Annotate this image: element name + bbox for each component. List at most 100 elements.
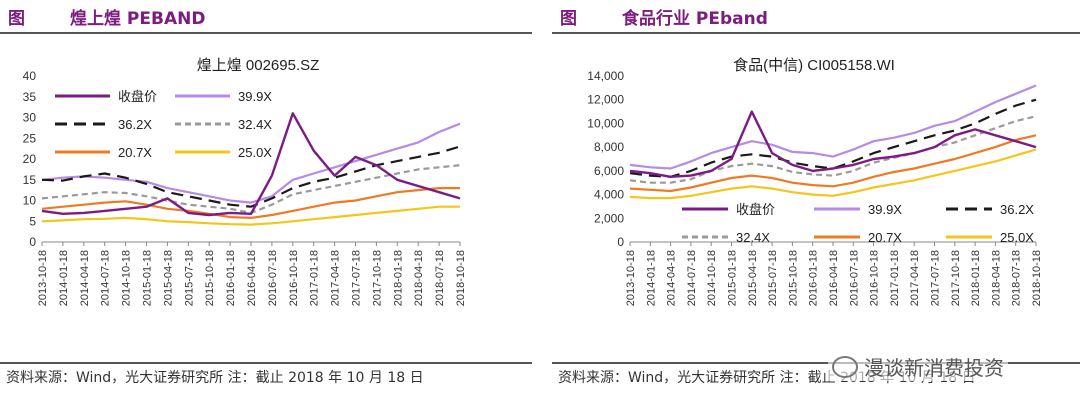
legend-label: 32.4X	[238, 117, 272, 132]
x-tick-label: 2015-04-18	[162, 250, 174, 306]
x-tick-label: 2016-07-18	[848, 250, 860, 306]
chart-2: 食品(中信) CI005158.WI 0 2,000 4,000 6,000 8,000 1…	[587, 57, 1043, 306]
x-tick-label: 2016-07-18	[267, 250, 279, 306]
x-tick-label: 2017-07-18	[351, 250, 363, 306]
x-tick-label: 2015-10-18	[787, 250, 799, 306]
x-tick-label: 2018-07-18	[434, 250, 446, 306]
legend-label: 39.9X	[238, 89, 272, 104]
series-line-pe4	[41, 187, 460, 219]
x-tick-label: 2017-10-18	[371, 250, 383, 306]
y-tick-label: 5	[29, 214, 36, 228]
y-tick-label: 10	[23, 194, 37, 208]
x-tick-label: 2015-01-18	[727, 250, 739, 306]
series-line-close	[41, 112, 461, 217]
legend-label: 20.7X	[868, 230, 902, 245]
legend-label: 36.2X	[1000, 202, 1034, 217]
legend-label: 20.7X	[118, 145, 152, 160]
x-tick-label: 2017-01-18	[889, 250, 901, 306]
bottom-rule	[0, 362, 532, 364]
x-tick-label: 2014-04-18	[79, 250, 91, 306]
series-line-pe5	[41, 205, 460, 226]
x-tick-label: 2016-01-18	[808, 250, 820, 306]
x-tick-label: 2014-01-18	[58, 250, 70, 306]
series-line-pe4	[629, 134, 1037, 193]
x-tick-label: 2016-10-18	[869, 250, 881, 306]
x-tick-label: 2014-01-18	[645, 250, 657, 306]
y-tick-label: 2,000	[594, 211, 624, 225]
x-tick-label: 2016-04-18	[828, 250, 840, 306]
y-tick-label: 6,000	[594, 164, 624, 178]
figure-title-2: 图 食品行业 PEband	[560, 4, 768, 29]
y-tick-label: 0	[617, 235, 624, 249]
chart-title: 煌上煌 002695.SZ	[197, 57, 320, 74]
figure-title-text: 食品行业 PEband	[622, 9, 768, 29]
figure-title-1: 图 煌上煌 PEBAND	[8, 4, 205, 29]
source-note-1: 资料来源：Wind，光大证券研究所 注：截止 2018 年 10 月 18 日	[6, 370, 424, 386]
x-tick-label: 2018-07-18	[1011, 250, 1023, 306]
x-tick-label: 2017-10-18	[950, 250, 962, 306]
y-tick-label: 0	[29, 235, 36, 249]
top-rule	[0, 32, 532, 34]
x-tick-label: 2015-01-18	[142, 250, 154, 306]
figure-panel-2: 图 食品行业 PEband 食品(中信) CI005158.WI 0 2,000 4,0…	[552, 0, 1080, 412]
legend-label: 收盘价	[118, 89, 157, 104]
y-tick-label: 35	[23, 90, 37, 104]
legend-label: 39.9X	[868, 202, 902, 217]
legend-label: 32.4X	[736, 230, 770, 245]
x-tick-label: 2014-10-18	[706, 250, 718, 306]
chart-1: 煌上煌 002695.SZ 0 5 10 15 20 25 30 35 40 2013-10-18 2…	[23, 57, 467, 306]
x-tick-label: 2015-10-18	[204, 250, 216, 306]
y-tick-label: 15	[23, 173, 37, 187]
x-tick-label: 2017-04-18	[909, 250, 921, 306]
x-tick-label: 2016-04-18	[246, 250, 258, 306]
legend-label: 36.2X	[118, 117, 152, 132]
x-tick-label: 2017-01-18	[309, 250, 321, 306]
wechat-icon	[832, 355, 858, 378]
series-line-pe3	[629, 115, 1037, 184]
x-tick-label: 2018-04-18	[990, 250, 1002, 306]
series-line-pe2	[41, 145, 461, 208]
x-tick-label: 2013-10-18	[37, 250, 49, 306]
x-tick-label: 2014-10-18	[121, 250, 133, 306]
watermark-text: 漫谈新消费投资	[864, 356, 1004, 380]
figure-label: 图	[560, 9, 577, 29]
x-tick-label: 2015-07-18	[183, 250, 195, 306]
y-tick-label: 30	[23, 111, 37, 125]
y-tick-label: 40	[23, 69, 37, 83]
y-tick-label: 14,000	[587, 69, 624, 83]
x-tick-label: 2014-07-18	[100, 250, 112, 306]
watermark: 漫谈新消费投资	[828, 352, 1008, 381]
y-tick-label: 25	[23, 131, 37, 145]
y-tick-label: 20	[23, 152, 37, 166]
x-tick-label: 2018-10-18	[455, 250, 467, 306]
series-line-pe2	[629, 98, 1037, 178]
x-tick-label: 2018-01-18	[970, 250, 982, 306]
figure-panel-1: 图 煌上煌 PEBAND 煌上煌 002695.SZ 0 5 10 15 20 25 30 35 4…	[0, 0, 532, 412]
y-tick-label: 12,000	[587, 93, 624, 107]
y-tick-label: 4,000	[594, 188, 624, 202]
legend-label: 25.0X	[238, 145, 272, 160]
y-tick-label: 10,000	[587, 116, 624, 130]
y-tick-label: 8,000	[594, 140, 624, 154]
chart-title: 食品(中信) CI005158.WI	[733, 57, 895, 74]
legend-label: 25.0X	[1000, 230, 1034, 245]
figure-label: 图	[8, 9, 25, 29]
series-line-close	[629, 110, 1037, 179]
series-line-pe1	[629, 84, 1037, 170]
bottom-rule	[552, 362, 1080, 364]
legend-label: 收盘价	[736, 202, 775, 217]
series-line-pe5	[629, 148, 1037, 200]
x-tick-label: 2017-07-18	[930, 250, 942, 306]
series-line-pe1	[41, 122, 461, 204]
figure-title-text: 煌上煌 PEBAND	[70, 9, 206, 29]
x-tick-label: 2016-10-18	[288, 250, 300, 306]
top-rule	[552, 32, 1080, 34]
x-tick-label: 2018-10-18	[1031, 250, 1043, 306]
x-tick-label: 2015-07-18	[767, 250, 779, 306]
x-tick-label: 2018-01-18	[392, 250, 404, 306]
x-tick-label: 2014-07-18	[686, 250, 698, 306]
x-tick-label: 2017-04-18	[330, 250, 342, 306]
x-tick-label: 2018-04-18	[413, 250, 425, 306]
x-tick-label: 2015-04-18	[747, 250, 759, 306]
x-tick-label: 2014-04-18	[666, 250, 678, 306]
